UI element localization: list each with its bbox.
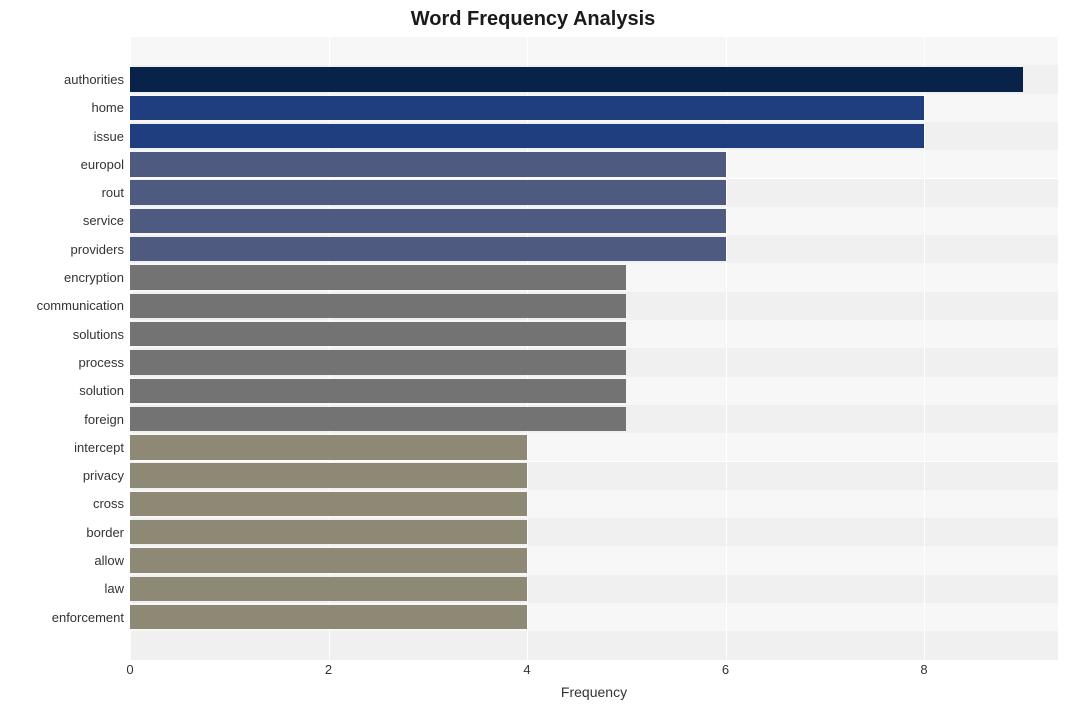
bar-row [130,548,527,572]
bar [130,548,527,572]
bar-row [130,209,726,233]
bar [130,265,626,289]
y-axis-spacer [8,631,124,659]
y-axis-label: border [8,518,124,546]
y-axis-label: rout [8,178,124,206]
bar-row [130,407,626,431]
x-axis-tick: 2 [325,662,332,677]
bar-row [130,237,726,261]
y-axis-label: europol [8,150,124,178]
y-axis-label: solution [8,377,124,405]
bar-row [130,152,726,176]
bar [130,322,626,346]
x-axis-tick: 8 [920,662,927,677]
bar [130,152,726,176]
bar-row [130,322,626,346]
bar [130,492,527,516]
bar-row [130,180,726,204]
x-axis-tick: 0 [126,662,133,677]
bar-row [130,520,527,544]
y-axis-spacer [8,37,124,65]
bar [130,577,527,601]
bar [130,96,924,120]
x-axis: Frequency 02468 [130,660,1058,700]
x-axis-title: Frequency [561,684,627,700]
y-axis-label: allow [8,546,124,574]
bar-row [130,96,924,120]
y-axis-label: cross [8,490,124,518]
bar [130,605,527,629]
bar-row [130,265,626,289]
y-axis-label: law [8,575,124,603]
word-frequency-chart: Word Frequency Analysis authoritieshomei… [8,8,1058,700]
bar-row [130,124,924,148]
bar [130,463,527,487]
y-axis-label: process [8,348,124,376]
y-axis-label: foreign [8,405,124,433]
grid-line [924,37,925,660]
y-axis-label: service [8,207,124,235]
y-axis-label: solutions [8,320,124,348]
y-axis-label: encryption [8,263,124,291]
x-axis-tick: 4 [523,662,530,677]
y-axis-label: providers [8,235,124,263]
bar-row [130,379,626,403]
x-axis-tick: 6 [722,662,729,677]
y-axis-label: home [8,94,124,122]
bar [130,180,726,204]
chart-title: Word Frequency Analysis [8,8,1058,31]
y-axis-label: communication [8,292,124,320]
y-axis: authoritieshomeissueeuropolroutservicepr… [8,37,130,660]
grid-band [130,631,1058,659]
bar [130,435,527,459]
bars-background [130,37,1058,660]
bar [130,379,626,403]
bar-row [130,67,1023,91]
bar-row [130,605,527,629]
grid-band [130,37,1058,65]
bar [130,350,626,374]
bar-row [130,350,626,374]
bar-row [130,492,527,516]
bar-row [130,463,527,487]
bars-region [130,37,1058,660]
bar [130,237,726,261]
bar [130,520,527,544]
y-axis-label: issue [8,122,124,150]
y-axis-label: privacy [8,461,124,489]
bar-row [130,294,626,318]
bar-row [130,435,527,459]
y-axis-label: authorities [8,65,124,93]
bar [130,209,726,233]
bar [130,407,626,431]
y-axis-label: enforcement [8,603,124,631]
plot-area: authoritieshomeissueeuropolroutservicepr… [8,37,1058,660]
bar [130,67,1023,91]
y-axis-label: intercept [8,433,124,461]
bar [130,294,626,318]
bar [130,124,924,148]
bar-row [130,577,527,601]
